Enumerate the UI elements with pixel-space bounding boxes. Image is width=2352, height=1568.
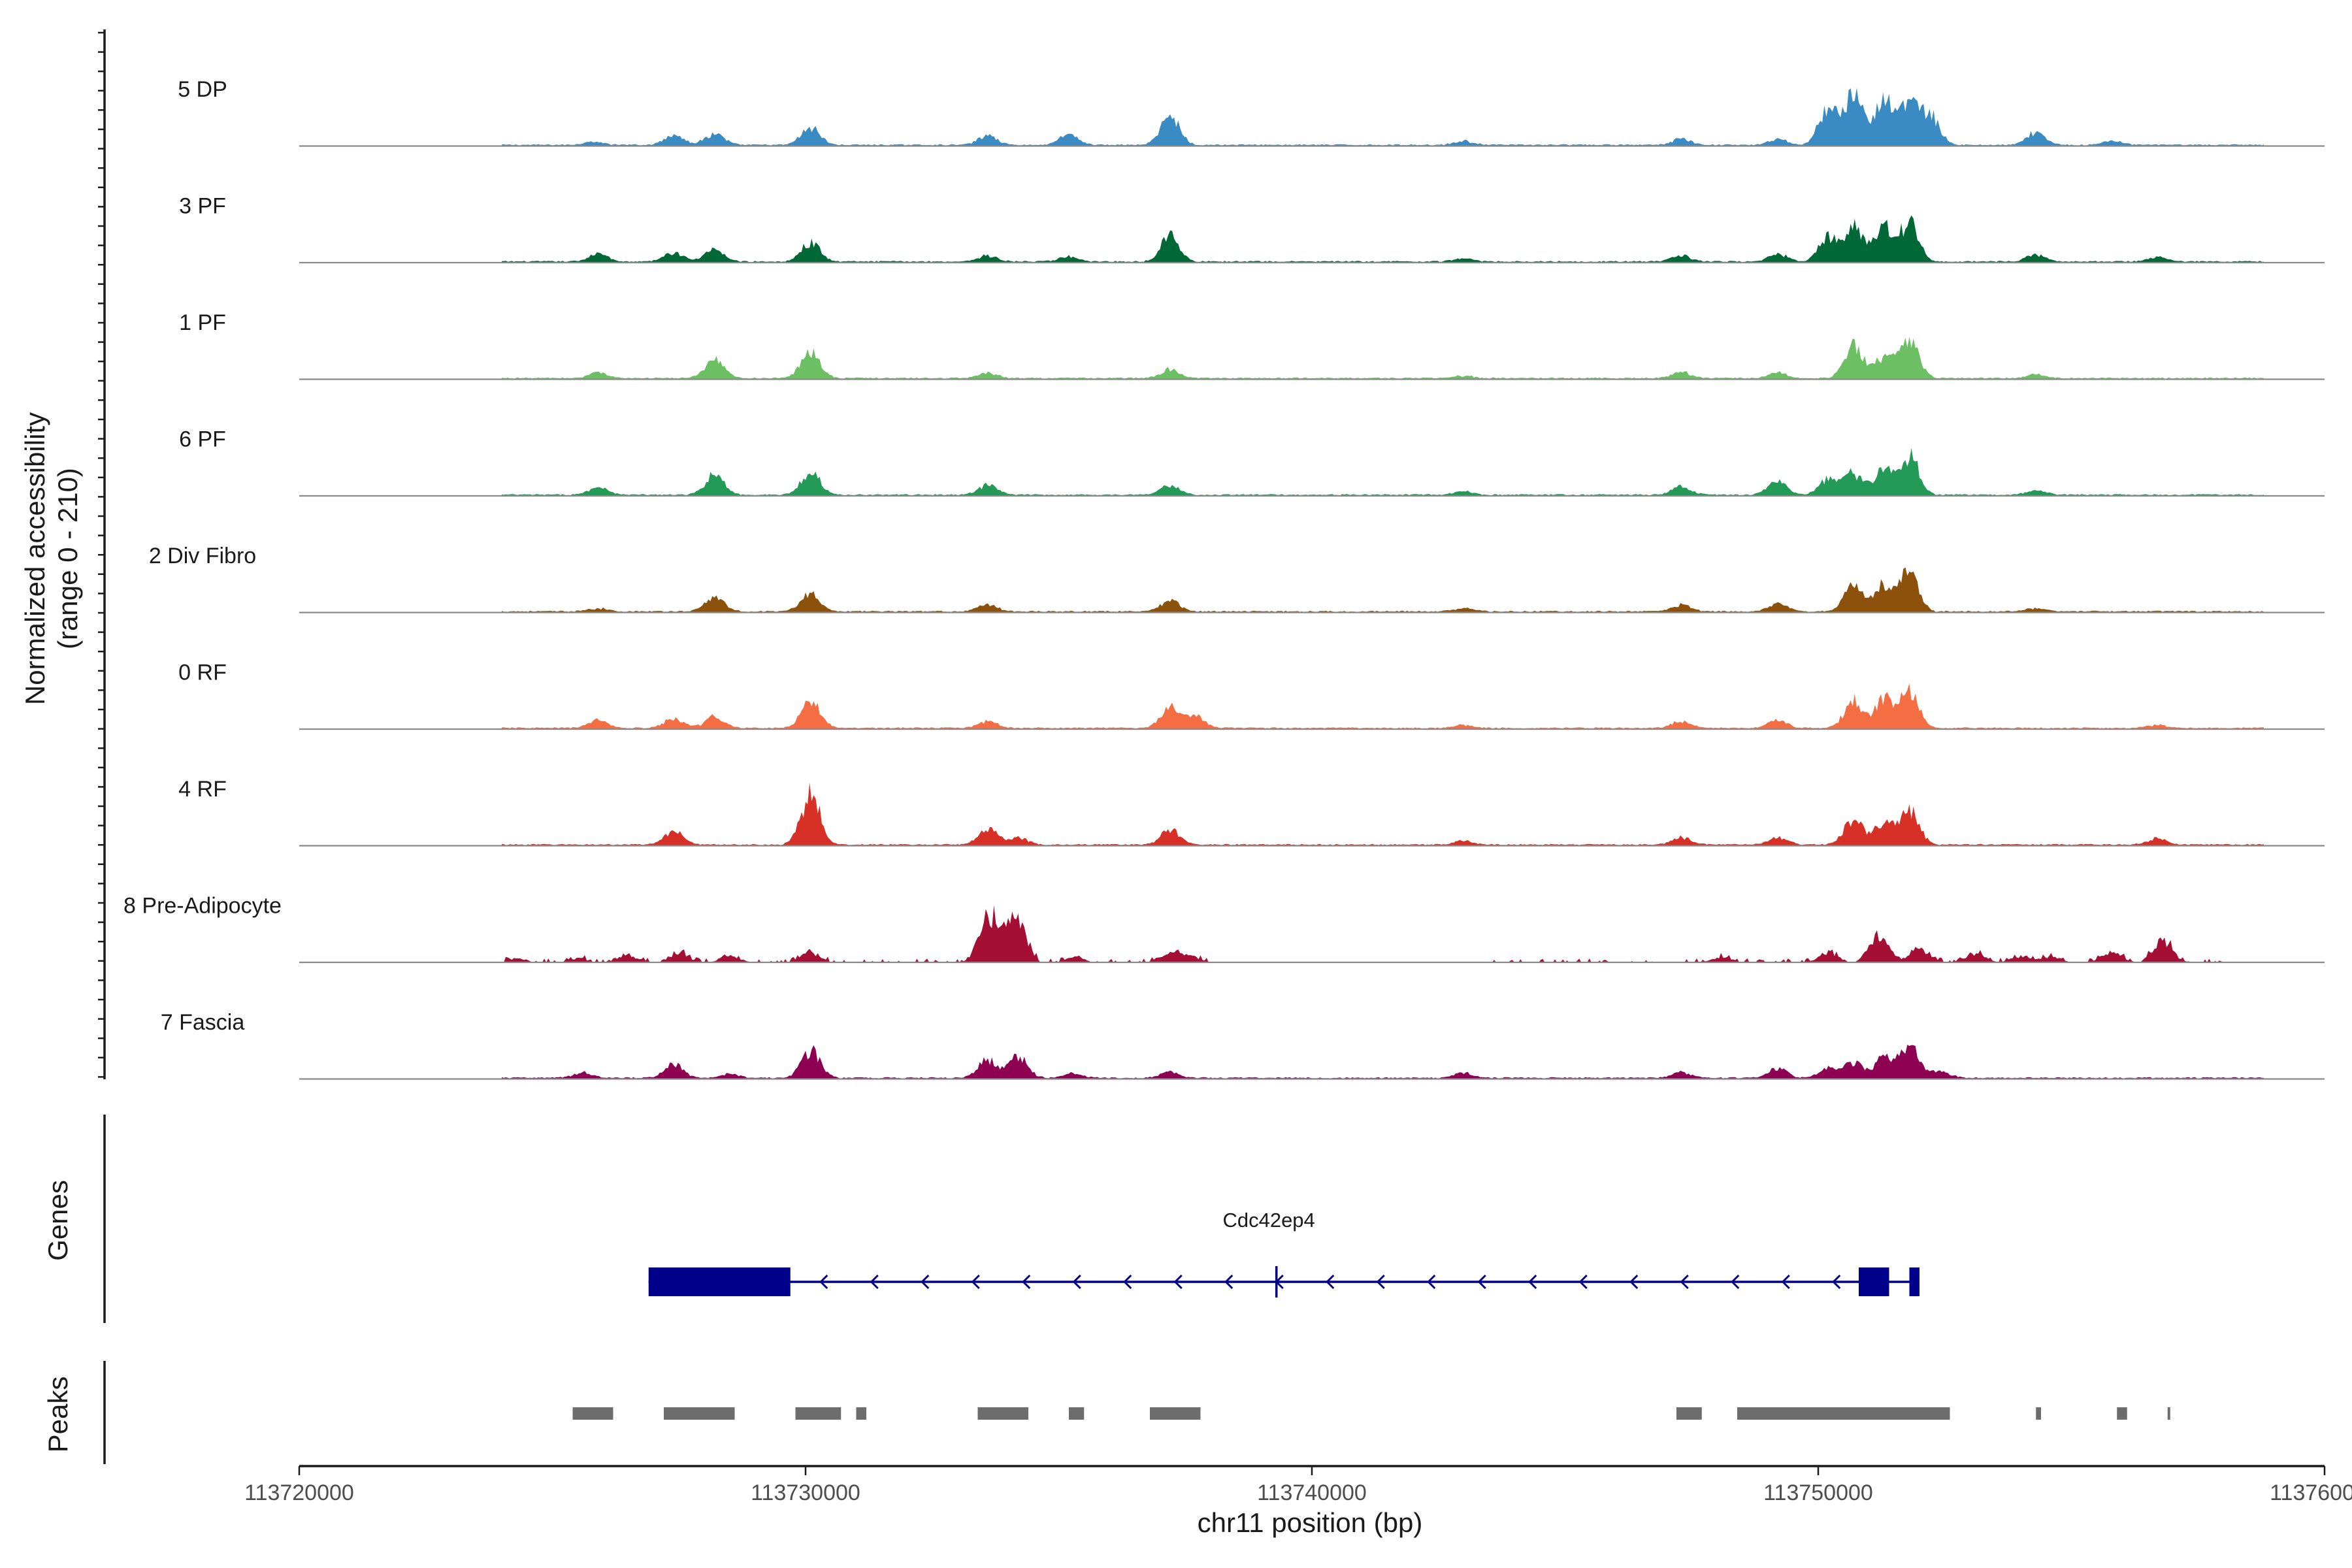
track-7: 4 RF bbox=[178, 777, 2325, 847]
peak-region bbox=[1150, 1407, 1201, 1420]
strand-arrow bbox=[1578, 1274, 1588, 1290]
peaks-track-title: Peaks bbox=[42, 1377, 73, 1453]
strand-arrow bbox=[921, 1274, 930, 1290]
coverage-area bbox=[502, 782, 2264, 846]
track-label: 0 RF bbox=[178, 661, 227, 685]
y-axis-title-line1: Normalized accessibility bbox=[20, 412, 50, 705]
x-axis-title: chr11 position (bp) bbox=[1198, 1507, 1423, 1538]
strand-arrow bbox=[1123, 1274, 1132, 1290]
strand-arrow bbox=[1022, 1274, 1031, 1290]
strand-arrow bbox=[1629, 1274, 1639, 1290]
x-tick-label: 113730000 bbox=[751, 1480, 860, 1505]
coverage-area bbox=[502, 336, 2264, 380]
track-1: 5 DP bbox=[178, 77, 2325, 147]
strand-arrow bbox=[1528, 1274, 1537, 1290]
coverage-tracks: 5 DP 3 PF 1 PF 6 PF 2 Div Fibro 0 RF 4 RF 8 Pre… bbox=[123, 77, 2325, 1080]
track-label: 6 PF bbox=[179, 427, 226, 452]
track-label: 7 Fascia bbox=[161, 1010, 245, 1035]
strand-arrow bbox=[1832, 1274, 1841, 1290]
peak-region bbox=[2036, 1407, 2041, 1420]
y-axis bbox=[98, 29, 106, 1079]
x-tick-label: 113740000 bbox=[1257, 1480, 1367, 1505]
strand-arrow bbox=[870, 1274, 879, 1290]
track-label: 3 PF bbox=[179, 194, 226, 219]
track-label: 5 DP bbox=[178, 77, 227, 102]
coverage-area bbox=[502, 567, 2264, 613]
gene-exon bbox=[648, 1267, 791, 1296]
x-axis: 113720000 113730000 113740000 113750000 1137… bbox=[244, 1465, 2352, 1505]
strand-arrow bbox=[1326, 1274, 1335, 1290]
peak-region bbox=[2117, 1407, 2127, 1420]
x-tick-label: 113720000 bbox=[244, 1480, 354, 1505]
genes-panel: Cdc42ep4 bbox=[103, 1115, 1919, 1323]
strand-arrow bbox=[1427, 1274, 1436, 1290]
peak-region bbox=[795, 1407, 841, 1420]
x-tick-label: 113760000 bbox=[2270, 1480, 2352, 1505]
coverage-area bbox=[502, 1045, 2264, 1079]
x-tick-label: 113750000 bbox=[1763, 1480, 1873, 1505]
coverage-area bbox=[502, 448, 2264, 496]
gene-name-label: Cdc42ep4 bbox=[1222, 1209, 1315, 1232]
track-9: 7 Fascia bbox=[161, 1010, 2325, 1080]
track-2: 3 PF bbox=[179, 194, 2325, 264]
peak-region bbox=[977, 1407, 1028, 1420]
peak-region bbox=[572, 1407, 613, 1420]
gene-exon bbox=[1909, 1267, 1919, 1296]
track-label: 1 PF bbox=[179, 310, 226, 335]
track-4: 6 PF bbox=[179, 427, 2325, 497]
track-label: 2 Div Fibro bbox=[149, 544, 256, 568]
strand-arrow bbox=[1781, 1274, 1790, 1290]
genes-track-title: Genes bbox=[42, 1180, 73, 1261]
coverage-area bbox=[502, 88, 2264, 146]
coverage-area bbox=[502, 683, 2264, 729]
strand-arrow bbox=[1477, 1274, 1486, 1290]
peaks-panel bbox=[103, 1361, 2170, 1464]
track-8: 8 Pre-Adipocyte bbox=[123, 894, 2325, 964]
track-label: 8 Pre-Adipocyte bbox=[123, 894, 282, 919]
coverage-area bbox=[502, 215, 2264, 263]
peak-region bbox=[1676, 1407, 1702, 1420]
strand-arrow bbox=[819, 1274, 828, 1290]
gene-exon bbox=[1859, 1267, 1889, 1296]
peak-region bbox=[1069, 1407, 1085, 1420]
strand-arrow bbox=[971, 1274, 980, 1290]
track-3: 1 PF bbox=[179, 310, 2325, 380]
strand-arrow bbox=[1680, 1274, 1689, 1290]
strand-arrow bbox=[1731, 1274, 1740, 1290]
track-6: 0 RF bbox=[178, 661, 2325, 730]
coverage-area bbox=[502, 905, 2264, 962]
strand-arrow bbox=[1173, 1274, 1183, 1290]
gene-Cdc42ep4: Cdc42ep4 bbox=[648, 1209, 1919, 1298]
strand-arrow bbox=[1072, 1274, 1081, 1290]
strand-arrow bbox=[1376, 1274, 1385, 1290]
peak-region bbox=[856, 1407, 866, 1420]
peak-region bbox=[664, 1407, 735, 1420]
track-label: 4 RF bbox=[178, 777, 227, 802]
y-axis-title-line2: (range 0 - 210) bbox=[52, 468, 83, 649]
track-5: 2 Div Fibro bbox=[149, 544, 2325, 613]
peak-region bbox=[2167, 1407, 2170, 1420]
strand-arrow bbox=[1224, 1274, 1233, 1290]
peak-region bbox=[1737, 1407, 1950, 1420]
